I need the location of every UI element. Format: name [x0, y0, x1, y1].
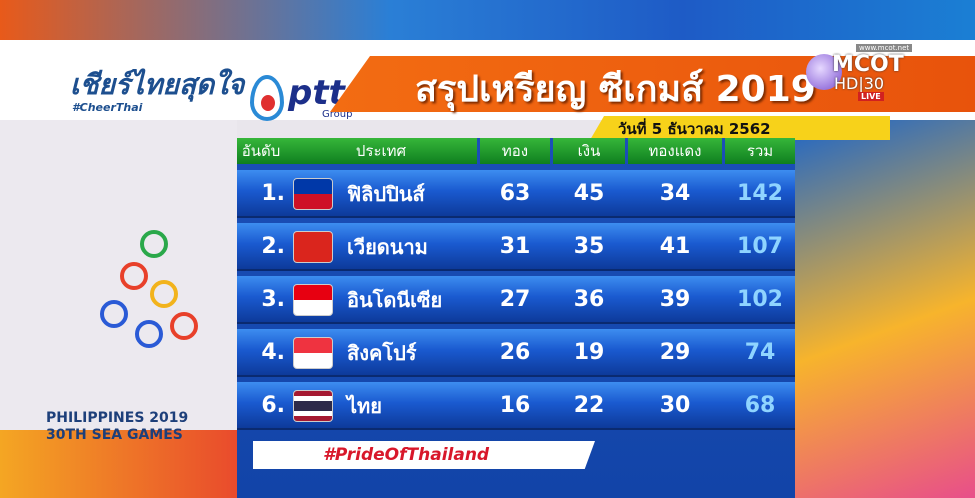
- singapore-flag-icon: [293, 337, 333, 369]
- bronze-count: 41: [659, 234, 691, 259]
- rank: 3.: [261, 287, 285, 312]
- bronze-count: 30: [659, 393, 691, 418]
- total-count: 74: [744, 340, 776, 365]
- mcot-globe-icon: [806, 54, 842, 90]
- col-header-gold: ทอง: [480, 138, 550, 164]
- channel-name: MCOT: [832, 52, 904, 77]
- sea-games-ring: [100, 300, 128, 328]
- channel-sub: HD|30: [834, 74, 885, 93]
- country-name: ฟิลิปปินส์: [347, 182, 425, 206]
- ptt-flame-icon: [250, 75, 284, 121]
- col-header-rank: อันดับ: [237, 138, 285, 164]
- gold-count: 31: [499, 234, 531, 259]
- total-count: 68: [744, 393, 776, 418]
- table-row: 4. สิงคโปร์ 26 19 29 74: [237, 329, 795, 377]
- country-name: เวียดนาม: [347, 235, 428, 259]
- gold-count: 16: [499, 393, 531, 418]
- background-top: [0, 0, 975, 40]
- silver-count: 36: [573, 287, 605, 312]
- table-row: 3. อินโดนีเซีย 27 36 39 102: [237, 276, 795, 324]
- col-header-country: ประเทศ: [285, 138, 477, 164]
- country-name: สิงคโปร์: [347, 341, 417, 365]
- rank: 1.: [261, 181, 285, 206]
- rank: 2.: [261, 234, 285, 259]
- event-line2: 30TH SEA GAMES: [46, 427, 183, 443]
- date-bar: [590, 116, 890, 140]
- col-header-bronze: ทองแดง: [628, 138, 722, 164]
- bronze-count: 29: [659, 340, 691, 365]
- thailand-flag-icon: [293, 390, 333, 422]
- gold-count: 26: [499, 340, 531, 365]
- rank: 4.: [261, 340, 285, 365]
- logo-text: เชียร์ไทยสุดใจ: [70, 68, 245, 101]
- country-name: อินโดนีเซีย: [347, 288, 443, 312]
- channel-logo: www.mcot.net MCOT HD|30 LIVE: [806, 44, 916, 102]
- event-label: PHILIPPINES 2019 30TH SEA GAMES: [46, 410, 188, 444]
- page-title: สรุปเหรียญ ซีเกมส์ 2019: [415, 69, 816, 110]
- vietnam-flag-icon: [293, 231, 333, 263]
- philippines-flag-icon: [293, 178, 333, 210]
- live-badge: LIVE: [858, 92, 884, 101]
- silver-count: 22: [573, 393, 605, 418]
- table-row: 6. ไทย 16 22 30 68: [237, 382, 795, 430]
- silver-count: 35: [573, 234, 605, 259]
- col-header-silver: เงิน: [553, 138, 625, 164]
- cheerthai-ptt-logo: เชียร์ไทยสุดใจ #CheerThai ptt Group: [60, 45, 360, 125]
- indonesia-flag-icon: [293, 284, 333, 316]
- total-count: 142: [737, 181, 783, 206]
- medal-table: อันดับ ประเทศ ทอง เงิน ทองแดง รวม 1. ฟิล…: [237, 138, 795, 498]
- event-line1: PHILIPPINES 2019: [46, 410, 189, 426]
- gold-count: 27: [499, 287, 531, 312]
- silver-count: 19: [573, 340, 605, 365]
- logo-hashtag: #CheerThai: [72, 101, 143, 114]
- rank: 6.: [261, 393, 285, 418]
- sponsor-sub: Group: [322, 109, 353, 120]
- col-header-total: รวม: [725, 138, 795, 164]
- table-row: 2. เวียดนาม 31 35 41 107: [237, 223, 795, 271]
- total-count: 107: [737, 234, 783, 259]
- bronze-count: 39: [659, 287, 691, 312]
- background-bottom-left: [0, 430, 237, 498]
- sea-games-ring: [135, 320, 163, 348]
- background-right-art: [795, 120, 975, 498]
- table-row: 1. ฟิลิปปินส์ 63 45 34 142: [237, 170, 795, 218]
- date-label: วันที่ 5 ธันวาคม 2562: [618, 120, 771, 138]
- sea-games-ring: [140, 230, 168, 258]
- total-count: 102: [737, 287, 783, 312]
- gold-count: 63: [499, 181, 531, 206]
- channel-url: www.mcot.net: [856, 44, 913, 52]
- sea-games-ring: [170, 312, 198, 340]
- country-name: ไทย: [347, 394, 382, 418]
- bronze-count: 34: [659, 181, 691, 206]
- title-bar: [330, 56, 975, 112]
- hashtag-banner: #PrideOfThailand: [253, 441, 595, 469]
- sea-games-ring: [150, 280, 178, 308]
- silver-count: 45: [573, 181, 605, 206]
- sea-games-ring: [120, 262, 148, 290]
